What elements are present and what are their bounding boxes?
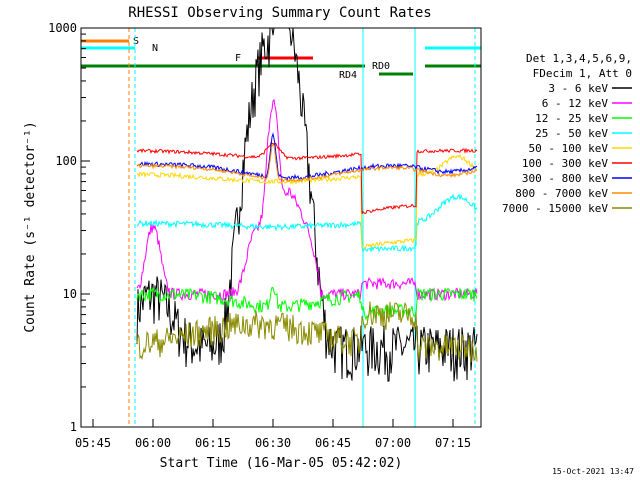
legend-label-3: 25 - 50 keV — [535, 127, 608, 140]
series-line-3 — [136, 193, 478, 254]
legend-label-2: 12 - 25 keV — [535, 112, 608, 125]
legend-label-7: 800 - 7000 keV — [515, 187, 608, 200]
legend-label-0: 3 - 6 keV — [548, 82, 608, 95]
x-tick-label-6: 07:15 — [435, 436, 471, 450]
legend-label-8: 7000 - 15000 keV — [502, 202, 608, 215]
x-axis-label: Start Time (16-Mar-05 05:42:02) — [160, 456, 403, 471]
flag-label-F: F — [235, 53, 241, 64]
series-line-6 — [136, 132, 478, 182]
flag-label-S: S — [133, 36, 139, 47]
legend-header-line-2: FDecim 1, Att 0 — [533, 67, 632, 80]
plot-frame — [80, 27, 482, 428]
series-line-0 — [136, 27, 478, 382]
series-line-2 — [136, 286, 478, 321]
x-tick-label-2: 06:15 — [195, 436, 231, 450]
series-line-7 — [136, 144, 478, 183]
x-tick-label-1: 06:00 — [135, 436, 171, 450]
legend-header-line-1: Det 1,3,4,5,6,9, — [526, 52, 632, 65]
flag-label-RD4: RD4 — [339, 70, 357, 81]
series-line-5 — [136, 141, 478, 215]
x-tick-label-5: 07:00 — [375, 436, 411, 450]
y-tick-label-0: 1 — [70, 420, 77, 434]
footer-date: 15-Oct-2021 13:47 — [552, 467, 634, 476]
y-tick-label-3: 1000 — [48, 21, 77, 35]
legend-label-4: 50 - 100 keV — [529, 142, 609, 155]
legend-label-5: 100 - 300 keV — [522, 157, 608, 170]
y-tick-label-1: 10 — [63, 287, 77, 301]
series-line-1 — [136, 98, 478, 302]
x-tick-label-4: 06:45 — [315, 436, 351, 450]
series-line-8 — [136, 301, 478, 363]
chart-title: RHESSI Observing Summary Count Rates — [128, 5, 431, 21]
x-tick-label-0: 05:45 — [75, 436, 111, 450]
legend-label-6: 300 - 800 keV — [522, 172, 608, 185]
flag-label-RD0: RD0 — [372, 61, 390, 72]
flag-label-N: N — [152, 43, 158, 54]
series-line-4 — [136, 153, 478, 249]
y-tick-label-2: 100 — [55, 154, 77, 168]
legend-label-1: 6 - 12 keV — [542, 97, 609, 110]
y-axis-label: Count Rate (s⁻¹ detector⁻¹) — [23, 121, 38, 332]
x-tick-label-3: 06:30 — [255, 436, 291, 450]
